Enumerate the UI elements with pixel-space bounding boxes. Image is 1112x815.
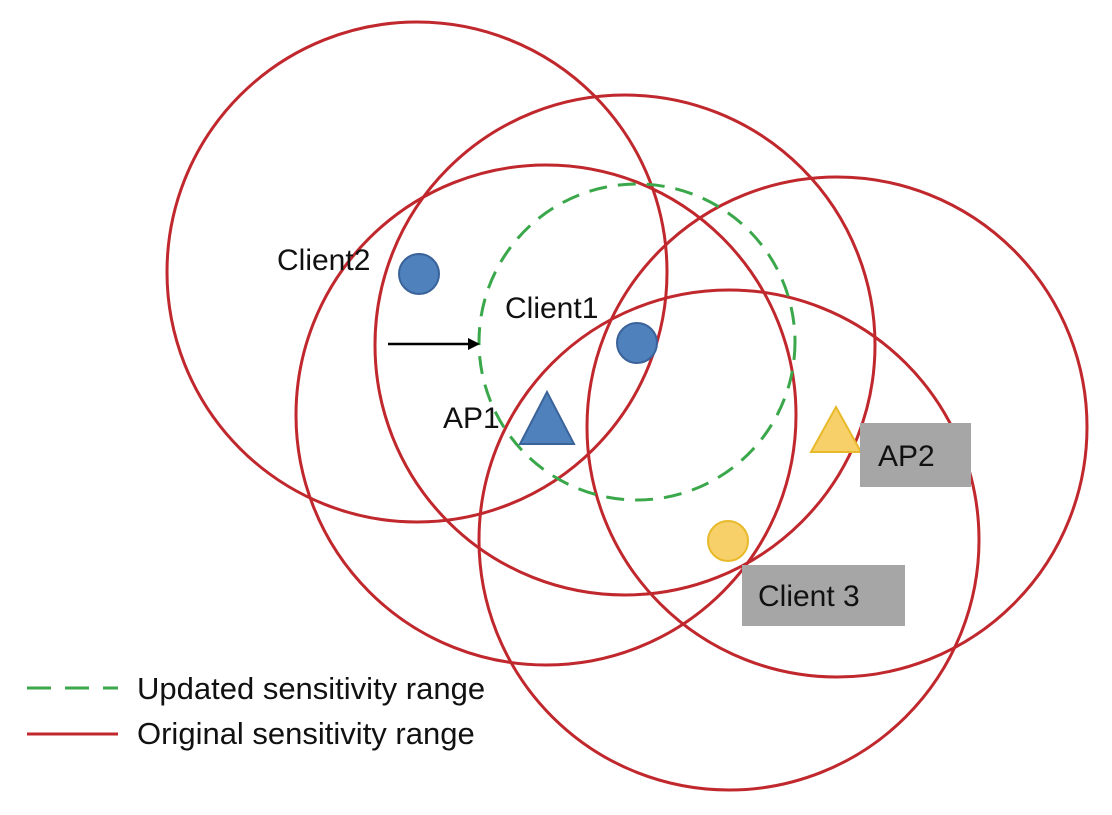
shrink-arrow-head [468, 338, 480, 350]
client3-original-range [477, 288, 981, 792]
client1-updated-range [477, 182, 797, 502]
ap2-label-background [860, 423, 971, 487]
ap1-node [518, 389, 576, 445]
ap2-label: AP2 [878, 440, 935, 473]
ap1-original-range [294, 163, 798, 667]
ap1-label: AP1 [443, 402, 500, 435]
client2-original-range [165, 20, 669, 524]
shrink-arrow [388, 338, 480, 350]
client3-label: Client 3 [758, 580, 860, 613]
legend: Updated sensitivity range Original sensi… [27, 671, 485, 751]
client1-label: Client1 [505, 292, 598, 325]
client3-node [707, 520, 749, 562]
legend-updated-label: Updated sensitivity range [137, 671, 485, 706]
legend-original-label: Original sensitivity range [137, 716, 475, 751]
client2-node [398, 253, 440, 295]
client1-original-range [373, 93, 877, 597]
ap2-node [809, 404, 863, 453]
client3-label-background [742, 565, 905, 626]
original-range-circles [165, 20, 1089, 792]
client2-label: Client2 [277, 244, 370, 277]
ap2-label-box: AP2 [860, 423, 971, 487]
client1-node [616, 322, 658, 364]
client3-label-box: Client 3 [742, 565, 905, 626]
ap2-original-range [585, 175, 1089, 679]
